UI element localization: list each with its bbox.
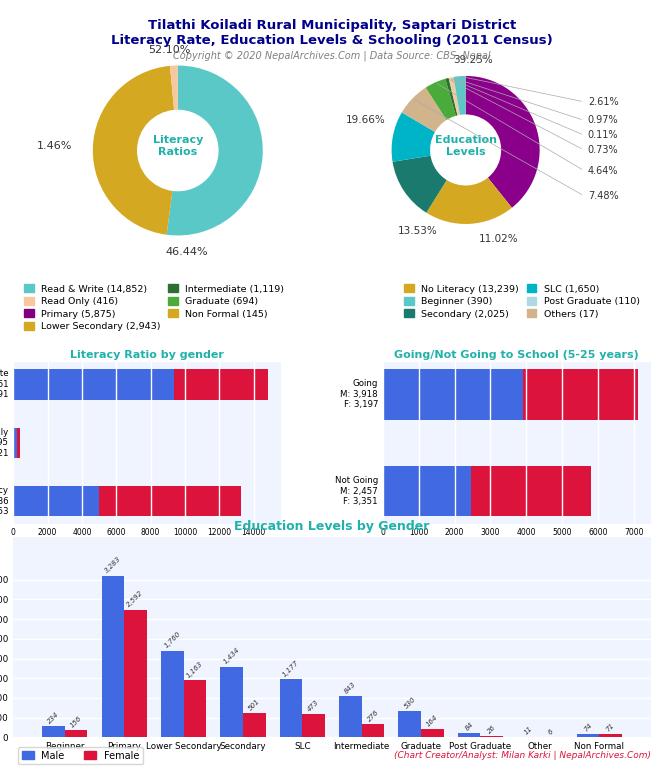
Text: 13.53%: 13.53% bbox=[398, 227, 438, 237]
Bar bbox=[13, 369, 174, 399]
Wedge shape bbox=[170, 65, 178, 110]
Bar bbox=[471, 466, 591, 516]
Legend: No Literacy (13,239), Beginner (390), Secondary (2,025), SLC (1,650), Post Gradu: No Literacy (13,239), Beginner (390), Se… bbox=[404, 284, 639, 319]
Wedge shape bbox=[402, 88, 446, 132]
Text: 39.25%: 39.25% bbox=[453, 55, 493, 65]
Text: 6: 6 bbox=[547, 728, 555, 736]
Text: 156: 156 bbox=[69, 714, 83, 728]
Text: 0.97%: 0.97% bbox=[588, 115, 618, 125]
Text: 164: 164 bbox=[426, 714, 440, 728]
Bar bbox=[523, 369, 638, 419]
Bar bbox=[220, 667, 243, 737]
Bar bbox=[599, 733, 622, 737]
Text: 26: 26 bbox=[487, 724, 497, 735]
Wedge shape bbox=[449, 77, 460, 115]
Text: 843: 843 bbox=[343, 680, 357, 694]
Text: 276: 276 bbox=[366, 709, 380, 723]
Title: Education Levels by Gender: Education Levels by Gender bbox=[234, 520, 430, 533]
Text: Copyright © 2020 NepalArchives.Com | Data Source: CBS, Nepal: Copyright © 2020 NepalArchives.Com | Dat… bbox=[173, 51, 491, 61]
Text: 84: 84 bbox=[464, 721, 475, 732]
Text: 1,163: 1,163 bbox=[185, 660, 204, 679]
Text: 74: 74 bbox=[582, 722, 593, 733]
Bar bbox=[481, 736, 503, 737]
Wedge shape bbox=[465, 76, 540, 207]
Text: 11.02%: 11.02% bbox=[479, 233, 519, 243]
Text: 52.10%: 52.10% bbox=[148, 45, 191, 55]
Text: Literacy
Ratios: Literacy Ratios bbox=[153, 135, 203, 157]
Text: 1,434: 1,434 bbox=[222, 647, 241, 665]
Wedge shape bbox=[426, 79, 456, 120]
Text: 46.44%: 46.44% bbox=[165, 247, 208, 257]
Bar bbox=[339, 696, 362, 737]
Bar bbox=[17, 428, 21, 458]
Bar bbox=[362, 723, 384, 737]
Text: 1,760: 1,760 bbox=[163, 631, 181, 650]
Text: 4.64%: 4.64% bbox=[588, 166, 618, 176]
Bar bbox=[383, 369, 523, 419]
Wedge shape bbox=[93, 66, 174, 235]
Title: Literacy Ratio by gender: Literacy Ratio by gender bbox=[70, 349, 224, 359]
Text: 11: 11 bbox=[523, 725, 534, 736]
Text: 71: 71 bbox=[605, 722, 616, 733]
Text: Tilathi Koiladi Rural Municipality, Saptari District: Tilathi Koiladi Rural Municipality, Sapt… bbox=[148, 19, 516, 32]
Title: Going/Not Going to School (5-25 years): Going/Not Going to School (5-25 years) bbox=[394, 349, 639, 359]
Bar bbox=[13, 428, 17, 458]
Legend: Male, Female: Male, Female bbox=[18, 746, 143, 764]
Text: 0.11%: 0.11% bbox=[588, 130, 618, 140]
Text: Literacy Rate, Education Levels & Schooling (2011 Census): Literacy Rate, Education Levels & School… bbox=[111, 34, 553, 47]
Wedge shape bbox=[167, 65, 263, 236]
Wedge shape bbox=[454, 76, 465, 115]
Text: 3,283: 3,283 bbox=[104, 556, 122, 574]
Text: 501: 501 bbox=[247, 697, 261, 711]
Bar bbox=[124, 610, 147, 737]
Bar bbox=[243, 713, 266, 737]
Wedge shape bbox=[449, 78, 457, 115]
Bar bbox=[13, 486, 99, 516]
Bar bbox=[421, 729, 444, 737]
Text: 1.46%: 1.46% bbox=[37, 141, 72, 151]
Wedge shape bbox=[392, 112, 435, 162]
Text: 7.48%: 7.48% bbox=[588, 191, 618, 201]
Text: 473: 473 bbox=[307, 699, 321, 713]
Bar bbox=[102, 576, 124, 737]
Text: Education
Levels: Education Levels bbox=[435, 135, 497, 157]
Text: 2.61%: 2.61% bbox=[588, 97, 618, 107]
Bar bbox=[280, 680, 302, 737]
Bar bbox=[183, 680, 206, 737]
Bar bbox=[576, 733, 599, 737]
Wedge shape bbox=[446, 78, 457, 116]
Legend: Male, Female: Male, Female bbox=[90, 538, 205, 554]
Bar bbox=[383, 466, 471, 516]
Bar bbox=[99, 486, 240, 516]
Legend: Male, Female: Male, Female bbox=[459, 538, 574, 554]
Text: (Chart Creator/Analyst: Milan Karki | NepalArchives.Com): (Chart Creator/Analyst: Milan Karki | Ne… bbox=[394, 751, 651, 760]
Bar bbox=[458, 733, 481, 737]
Bar bbox=[174, 369, 268, 399]
Text: 19.66%: 19.66% bbox=[346, 115, 386, 125]
Text: 234: 234 bbox=[46, 710, 60, 724]
Bar bbox=[65, 730, 88, 737]
Text: 1,177: 1,177 bbox=[282, 660, 300, 678]
Text: 530: 530 bbox=[403, 696, 417, 710]
Text: 2,592: 2,592 bbox=[126, 590, 145, 608]
Wedge shape bbox=[392, 156, 447, 213]
Bar bbox=[161, 650, 183, 737]
Wedge shape bbox=[426, 177, 512, 224]
Bar bbox=[302, 714, 325, 737]
Bar bbox=[42, 726, 65, 737]
Text: 0.73%: 0.73% bbox=[588, 145, 618, 155]
Bar bbox=[398, 711, 421, 737]
